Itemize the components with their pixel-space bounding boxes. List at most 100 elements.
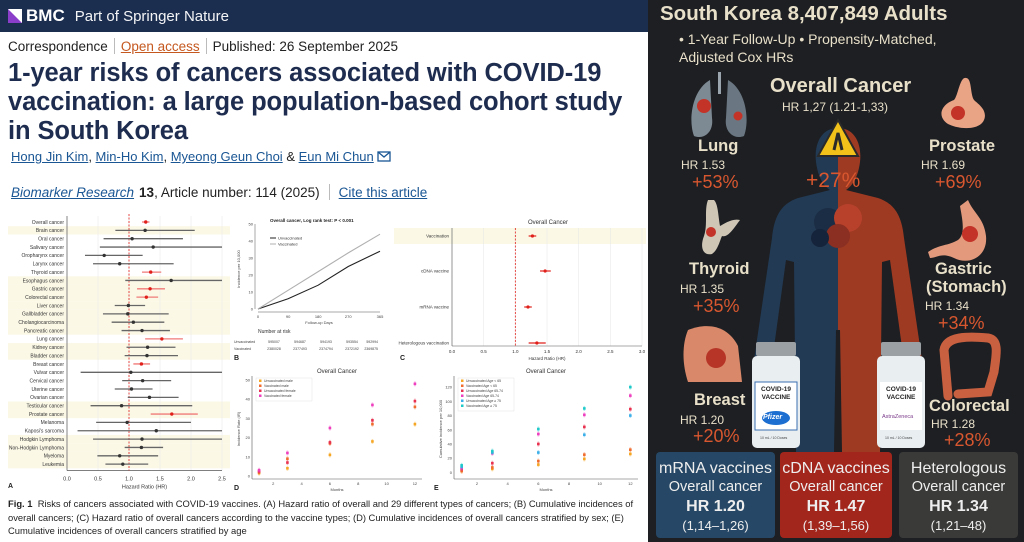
tumor-cluster-icon	[811, 204, 862, 248]
data-point	[413, 422, 417, 426]
risk-row-label: Vaccinated	[234, 347, 251, 351]
open-access-link[interactable]: Open access	[120, 38, 200, 54]
x-tick-label: 180	[315, 314, 322, 319]
x-tick-label: 2.0	[576, 349, 583, 354]
chart-title: Overall Cancer	[317, 369, 357, 375]
x-tick-label: 0.5	[94, 477, 102, 483]
brand-name[interactable]: BMC	[26, 6, 65, 25]
y-tick-label: 120	[445, 385, 452, 390]
article-page: BMC Part of Springer Nature Corresponden…	[0, 0, 648, 536]
data-point	[629, 414, 632, 417]
email-icon[interactable]	[377, 151, 392, 162]
card-title: mRNA vaccines	[659, 460, 772, 477]
hr-point	[140, 328, 144, 333]
row-label: Kaposi's sarcoma	[25, 429, 65, 435]
legend-label: Vaccinated Age < 65	[466, 384, 497, 388]
y-axis-label: Incidence per 10,000	[236, 250, 241, 288]
risk-row-label: Unvaccinated	[234, 340, 255, 344]
astrazeneca-vial-label: COVID-19 VACCINE	[886, 386, 916, 401]
risk-value: 592994	[366, 340, 378, 344]
y-tick-label: 60	[448, 427, 453, 432]
y-tick-label: 40	[448, 442, 453, 447]
gastric-label-2: (Stomach)	[926, 278, 1007, 296]
overall-cancer-label: Overall Cancer	[770, 75, 912, 97]
infographic-artwork	[683, 72, 1001, 452]
x-tick-label: 8	[357, 481, 360, 486]
legend-swatch	[461, 384, 464, 387]
hr-point	[143, 228, 147, 233]
legend-swatch	[461, 379, 464, 382]
article-meta: Correspondence Open access Published: 26…	[8, 38, 398, 54]
legend-swatch	[461, 389, 464, 392]
hr-point	[139, 445, 144, 450]
legend-box	[457, 377, 515, 412]
panel-label: C	[400, 355, 405, 362]
thyroid-label: Thyroid	[689, 260, 750, 278]
data-point	[460, 464, 463, 467]
y-axis-label: Incidence Rate (IR)	[236, 411, 241, 446]
pfizer-dose: 10 mL / 10 Doses	[760, 436, 788, 440]
volume: 13	[139, 184, 155, 200]
card-ci: (1,39–1,56)	[802, 518, 870, 533]
author-link[interactable]: Eun Mi Chun	[298, 149, 374, 164]
data-point	[328, 453, 332, 457]
article-title: 1-year risks of cancers associated with …	[8, 59, 623, 145]
risk-value: 2377493	[293, 347, 307, 351]
stomach-icon	[928, 200, 987, 261]
card-subtitle: Overall cancer	[911, 479, 1006, 495]
hr-point	[126, 312, 130, 316]
legend-label: Unvaccinated female	[264, 389, 296, 393]
data-point	[583, 425, 586, 429]
lung-label: Lung	[698, 137, 739, 155]
card-title: cDNA vaccines	[782, 460, 890, 477]
gastric-pct: +34%	[938, 313, 985, 333]
row-label: Melanoma	[41, 420, 65, 426]
data-point	[537, 432, 540, 436]
card-title: Heterologous	[910, 460, 1007, 477]
bmc-logo-icon[interactable]	[8, 9, 22, 23]
x-tick-label: 2.0	[187, 477, 195, 483]
divider	[328, 184, 330, 200]
hr-point	[118, 454, 122, 458]
row-label: Hodgkin Lymphoma	[20, 437, 65, 443]
x-axis-label: Follow-up Days	[305, 320, 333, 325]
risk-value: 2380028	[267, 347, 281, 351]
y-tick-label: 0	[251, 307, 254, 312]
cumulative-incidence-panel-b: Overall cancer, Log rank test: P < 0.001…	[234, 218, 384, 362]
legend-box	[255, 377, 313, 402]
article-number: , Article number: 114 (2025)	[154, 184, 320, 200]
data-point	[583, 457, 586, 461]
hr-point	[126, 303, 131, 308]
pfizer-vial-icon	[752, 342, 800, 448]
data-point	[537, 451, 540, 454]
x-tick-label: 365	[377, 314, 384, 319]
row-shade	[8, 443, 230, 452]
cite-article-link[interactable]: Cite this article	[338, 184, 428, 200]
y-tick-label: 10	[246, 454, 251, 459]
row-label: Oropharynx cancer	[21, 253, 64, 259]
author-link[interactable]: Hong Jin Kim	[11, 149, 89, 164]
colon-icon	[939, 332, 1001, 401]
row-shade	[394, 228, 646, 244]
hr-point	[140, 437, 144, 441]
overall-cancer-hr: HR 1,27 (1.21-1,33)	[782, 100, 889, 114]
journal-link[interactable]: Biomarker Research	[11, 184, 135, 200]
hr-point	[140, 378, 145, 383]
row-shade	[8, 326, 230, 335]
row-label: Vulvar cancer	[34, 370, 65, 376]
thyroid-pct: +35%	[693, 296, 740, 316]
x-tick-label: 0.0	[449, 349, 456, 354]
author-link[interactable]: Min-Ho Kim	[95, 149, 164, 164]
separator: ,	[88, 149, 96, 164]
hr-point	[102, 253, 106, 258]
breast-label: Breast	[694, 391, 746, 409]
data-point	[491, 467, 494, 471]
author-list: Hong Jin Kim, Min-Ho Kim, Myeong Geun Ch…	[11, 149, 392, 164]
breast-pct: +20%	[693, 426, 740, 446]
breast-icon	[683, 326, 742, 382]
y-tick-label: 20	[246, 435, 251, 440]
y-axis-label: Cumulative incidence per 10,000	[438, 399, 443, 458]
data-point	[413, 382, 417, 386]
data-point	[491, 451, 494, 454]
author-link[interactable]: Myeong Geun Choi	[170, 149, 283, 164]
